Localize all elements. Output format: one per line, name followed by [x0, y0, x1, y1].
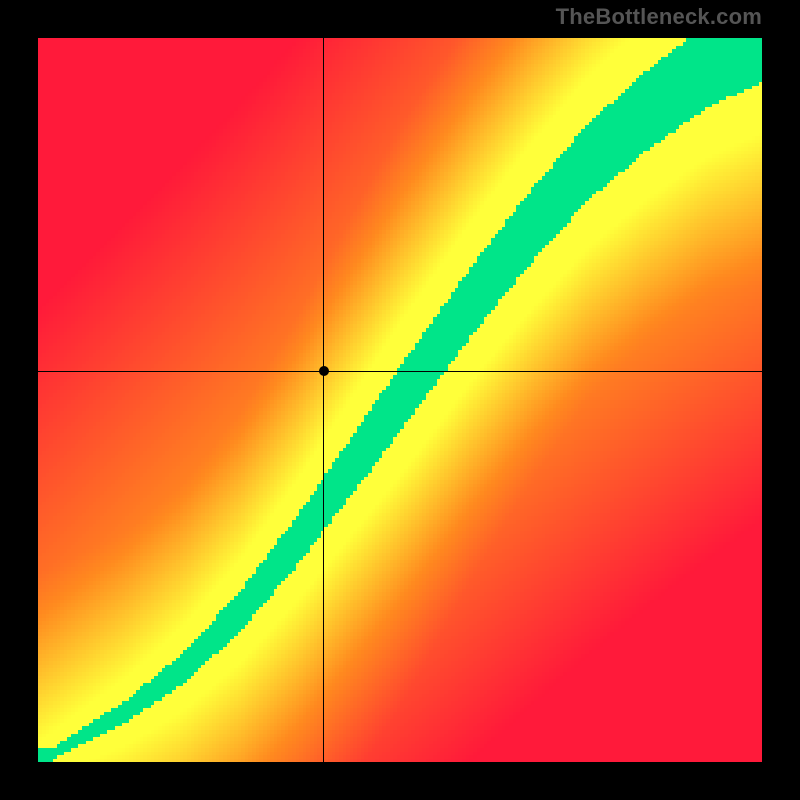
- data-point-marker: [319, 366, 329, 376]
- crosshair-vertical: [323, 38, 324, 762]
- plot-area: [38, 38, 762, 762]
- watermark-text: TheBottleneck.com: [556, 4, 762, 30]
- crosshair-horizontal: [38, 371, 762, 372]
- heatmap-canvas: [38, 38, 762, 762]
- chart-frame: TheBottleneck.com: [0, 0, 800, 800]
